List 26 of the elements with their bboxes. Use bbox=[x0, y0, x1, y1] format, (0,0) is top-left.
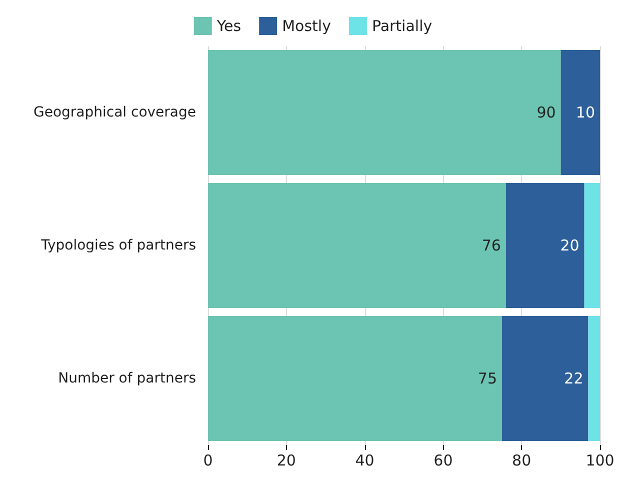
x-tick-label: 20 bbox=[276, 452, 296, 470]
data-label: 76 bbox=[482, 236, 501, 254]
data-label: 20 bbox=[560, 236, 580, 254]
legend-label: Mostly bbox=[282, 17, 332, 35]
x-tick-label: 0 bbox=[203, 452, 213, 470]
data-label: 22 bbox=[564, 370, 584, 388]
data-label: 75 bbox=[478, 370, 497, 388]
bar bbox=[502, 316, 588, 442]
x-tick-label: 80 bbox=[512, 452, 532, 470]
bar bbox=[584, 182, 600, 308]
data-label: 90 bbox=[536, 104, 556, 122]
y-tick-label: Geographical coverage bbox=[33, 104, 196, 120]
bar bbox=[560, 50, 600, 176]
legend-label: Yes bbox=[216, 17, 242, 35]
y-tick-label: Typologies of partners bbox=[40, 238, 196, 254]
y-tick-label: Number of partners bbox=[58, 370, 196, 386]
legend-label: Partially bbox=[372, 17, 432, 35]
x-tick-label: 60 bbox=[434, 452, 453, 470]
bar bbox=[208, 182, 506, 308]
bar bbox=[588, 316, 600, 442]
bar bbox=[506, 182, 584, 308]
x-tick-label: 40 bbox=[355, 452, 374, 470]
data-label: 10 bbox=[576, 104, 595, 122]
x-tick-label: 100 bbox=[586, 452, 614, 470]
bar bbox=[208, 50, 561, 176]
bar bbox=[208, 316, 502, 442]
